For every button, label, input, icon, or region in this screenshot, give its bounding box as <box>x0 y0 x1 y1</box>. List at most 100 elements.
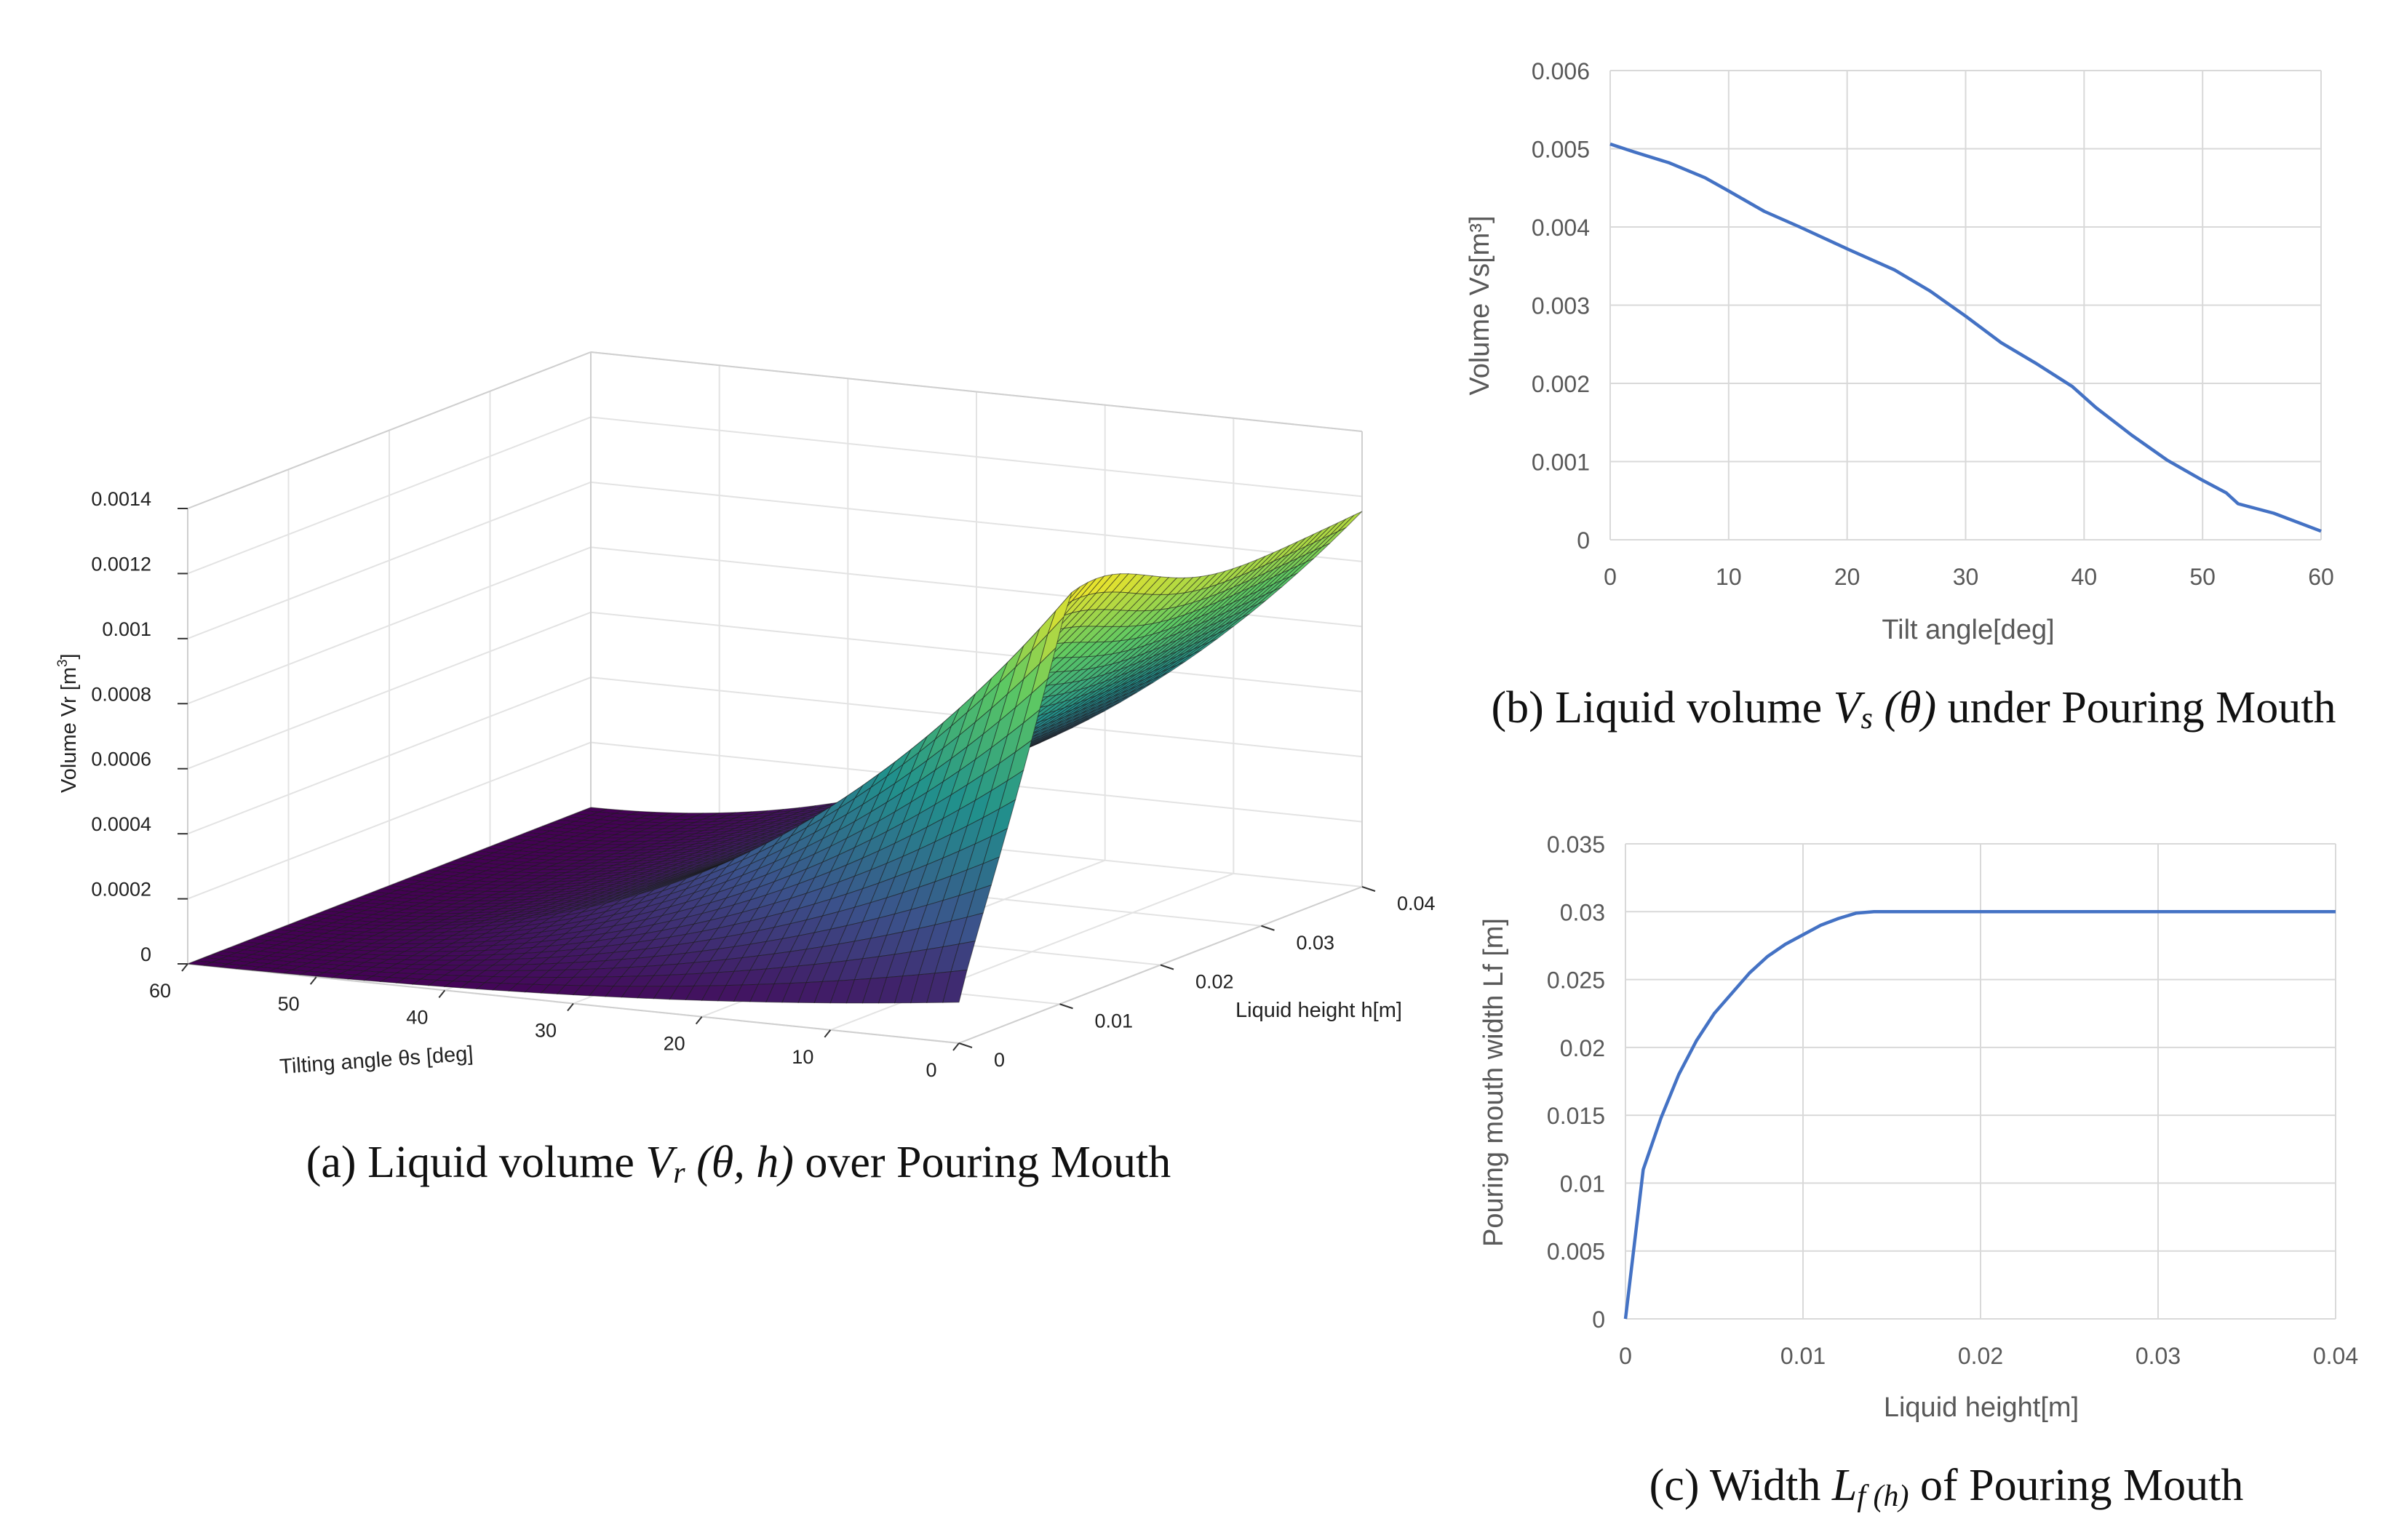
caption-a-subscript: r <box>673 1157 685 1190</box>
x-tick-label: 0.01 <box>1780 1343 1826 1369</box>
chart-b-gridlines <box>1609 70 2322 540</box>
x-tick-mark <box>438 989 446 998</box>
x-tick-mark <box>181 963 188 972</box>
y-tick-label: 0.004 <box>1532 215 1590 241</box>
axis-box-edge <box>187 351 592 509</box>
x-tick-label: 30 <box>535 1020 557 1042</box>
caption-c-suffix: of Pouring Mouth <box>1920 1461 2243 1510</box>
surface-x-axis-label: Tilting angle θs [deg] <box>279 1042 474 1079</box>
z-tick-label: 0.0008 <box>91 683 151 705</box>
chart-b-x-axis-label: Tilt angle[deg] <box>1882 615 2054 645</box>
chart-b-y-ticks: 0 0.001 0.002 0.003 0.004 0.005 0.006 <box>1532 58 1590 554</box>
x-tick-label: 60 <box>149 980 171 1002</box>
x-tick-label: 50 <box>278 993 300 1015</box>
x-tick-mark <box>695 1016 703 1025</box>
y-tick-mark <box>1160 964 1174 970</box>
x-tick-label: 60 <box>2308 564 2334 590</box>
y-tick-label: 0 <box>1592 1306 1605 1333</box>
caption-b-prefix: (b) Liquid volume <box>1492 683 1823 733</box>
x-tick-label: 10 <box>792 1046 813 1068</box>
surface-z-axis-label-exp: 3 <box>55 659 71 667</box>
caption-c: (c) Width Lf (h) of Pouring Mouth <box>1649 1461 2244 1516</box>
y-tick-label: 0.005 <box>1547 1239 1605 1265</box>
x-tick-mark <box>567 1002 574 1012</box>
x-tick-mark <box>952 1042 960 1051</box>
caption-b: (b) Liquid volume Vs (θ) under Pouring M… <box>1492 683 2336 738</box>
chart-b-series-line <box>1609 142 2322 533</box>
surface-plot-panel: 0 0.0002 0.0004 0.0006 0.0008 0.001 0.0012 0.00… <box>55 351 1436 1193</box>
x-tick-label: 20 <box>1834 564 1860 590</box>
chart-c-x-ticks: 0 0.01 0.02 0.03 0.04 <box>1619 1343 2358 1369</box>
x-tick-label: 40 <box>2071 564 2098 590</box>
caption-a: (a) Liquid volume Vr (θ, h) over Pouring… <box>306 1138 1171 1193</box>
caption-a-args: (θ, h) <box>696 1138 794 1187</box>
y-tick-label: 0.035 <box>1547 831 1605 858</box>
y-tick-label: 0.015 <box>1547 1103 1605 1129</box>
y-tick-label: 0.006 <box>1532 58 1590 84</box>
y-tick-label: 0.003 <box>1532 293 1590 319</box>
chart-c-x-axis-label: Liquid height[m] <box>1884 1392 2079 1423</box>
caption-a-symbol: V <box>645 1138 677 1187</box>
y-tick-label: 0.03 <box>1297 932 1335 954</box>
y-tick-mark <box>1361 886 1376 892</box>
z-tick-label: 0 <box>140 943 151 965</box>
y-tick-mark <box>1059 1003 1073 1010</box>
x-tick-mark <box>309 976 317 985</box>
y-tick-label: 0.005 <box>1532 137 1590 163</box>
chart-c-y-ticks: 0 0.005 0.01 0.015 0.02 0.025 0.03 0.035 <box>1547 831 1605 1333</box>
x-tick-label: 0.03 <box>2136 1343 2181 1369</box>
caption-c-symbol: L <box>1831 1461 1857 1510</box>
y-tick-label: 0.02 <box>1560 1035 1605 1061</box>
z-tick-label: 0.0002 <box>91 879 151 901</box>
y-tick-label: 0.001 <box>1532 450 1590 476</box>
x-tick-label: 0 <box>1604 564 1617 590</box>
y-tick-label: 0.01 <box>1560 1170 1605 1197</box>
x-tick-label: 40 <box>406 1006 428 1028</box>
chart-b-y-axis-label: Volume Vs[m³] <box>1465 215 1495 395</box>
z-tick-label: 0.0012 <box>91 553 151 575</box>
volume-surface <box>187 511 1363 1004</box>
caption-a-suffix: over Pouring Mouth <box>805 1138 1171 1187</box>
y-tick-label: 0.002 <box>1532 371 1590 397</box>
axis-box-edge <box>590 351 1363 432</box>
y-tick-label: 0.01 <box>1095 1010 1134 1032</box>
chart-c-y-axis-label: Pouring mouth width Lf [m] <box>1478 918 1509 1247</box>
z-tick-label: 0.001 <box>102 618 151 640</box>
caption-b-suffix: under Pouring Mouth <box>1948 683 2336 733</box>
x-tick-label: 0 <box>1619 1343 1632 1369</box>
x-tick-label: 0.02 <box>1958 1343 2003 1369</box>
surface-facet <box>942 969 968 1003</box>
y-tick-mark <box>958 1042 973 1048</box>
chart-c-gridlines <box>1625 843 2336 1320</box>
y-tick-label: 0.03 <box>1560 899 1605 925</box>
y-tick-label: 0 <box>1577 527 1590 554</box>
caption-c-prefix: (c) Width <box>1649 1461 1821 1510</box>
caption-c-subscript: f (h) <box>1857 1480 1909 1513</box>
caption-a-prefix: (a) Liquid volume <box>306 1138 634 1187</box>
y-tick-mark <box>1261 925 1275 931</box>
chart-b-x-ticks: 0 10 20 30 40 50 60 <box>1604 564 2334 590</box>
x-tick-label: 30 <box>1953 564 1979 590</box>
y-tick-label: 0.04 <box>1397 893 1436 914</box>
x-tick-mark <box>824 1029 832 1038</box>
z-tick-label: 0.0004 <box>91 813 151 835</box>
x-tick-label: 50 <box>2189 564 2216 590</box>
caption-b-subscript: s <box>1860 702 1872 735</box>
line-chart-b: 0 0.001 0.002 0.003 0.004 0.005 0.006 0 10 20 30 4… <box>1465 58 2336 738</box>
caption-b-symbol: V <box>1834 683 1866 733</box>
y-tick-label: 0.02 <box>1195 971 1234 993</box>
surface-z-axis-label-main: Volume Vr [m <box>57 667 81 793</box>
chart-c-series-line <box>1623 910 2336 1320</box>
surface-axis-ticks: 0 0.0002 0.0004 0.0006 0.0008 0.001 0.0012 0.00… <box>91 488 1435 1081</box>
y-tick-label: 0.025 <box>1547 968 1605 994</box>
y-tick-label: 0 <box>994 1049 1005 1071</box>
x-tick-label: 0.04 <box>2313 1343 2358 1369</box>
x-tick-label: 20 <box>664 1033 685 1055</box>
z-tick-label: 0.0014 <box>91 488 151 510</box>
x-tick-label: 10 <box>1716 564 1742 590</box>
surface-z-axis-label-close: ] <box>57 653 81 659</box>
caption-b-args: (θ) <box>1884 683 1936 733</box>
grid-z-level <box>187 351 1363 509</box>
